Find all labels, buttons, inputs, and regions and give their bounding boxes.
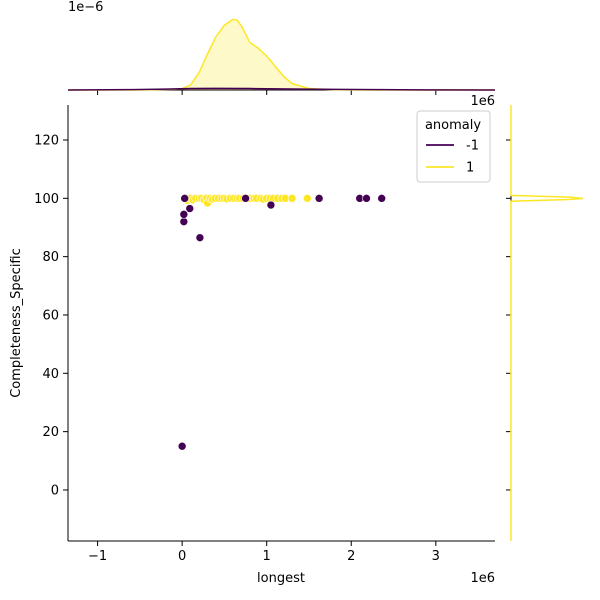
scatter-point: [362, 194, 371, 203]
scatter-point: [177, 441, 187, 451]
scatter-point: [179, 210, 189, 219]
x-axis-label: longest: [257, 571, 305, 586]
y-tick-label: 120: [34, 133, 59, 148]
scatter-point: [287, 194, 297, 203]
right-marginal-offset-label: 1e6: [470, 94, 495, 109]
y-tick-label: 60: [42, 308, 59, 323]
y-tick-label: 0: [51, 483, 59, 498]
legend: anomaly -1 1: [416, 110, 491, 183]
top-marginal-density-line: [68, 18, 495, 91]
x-tick-label: 3: [432, 549, 440, 564]
x-tick-label: −1: [88, 549, 107, 564]
top-marginal-density-line: [67, 87, 496, 91]
legend-entry-label: -1: [466, 139, 479, 154]
scatter-point: [195, 233, 205, 242]
scatter-point: [185, 204, 195, 213]
scatter-point: [266, 200, 276, 210]
scatter-point: [377, 194, 386, 203]
top-marginal-density-fill: [68, 19, 495, 90]
legend-frame: [416, 110, 491, 183]
top-marginal-plot: [67, 18, 496, 95]
x-tick-label: 2: [347, 549, 355, 564]
right-marginal-plot: [506, 105, 584, 541]
y-tick-label: 20: [42, 425, 59, 440]
x-tick-label: 1: [263, 549, 271, 564]
legend-entry-label: 1: [466, 161, 474, 176]
scatter-point: [241, 194, 250, 203]
y-tick-label: 40: [42, 367, 59, 382]
right-marginal-density-line: [510, 105, 584, 541]
main-scatter-plot: −1 0 1 2 3 0 20 40 60 80 100 120: [34, 105, 495, 564]
x-offset-label: 1e6: [470, 571, 495, 586]
scatter-point: [314, 194, 324, 203]
scatter-point: [179, 217, 189, 226]
legend-title: anomaly: [425, 118, 481, 133]
scatter-point: [180, 194, 189, 203]
top-marginal-offset-label: 1e−6: [68, 0, 103, 15]
y-axis-label: Completeness_Specific: [9, 248, 24, 398]
x-tick-label: 0: [178, 549, 186, 564]
y-tick-label: 100: [34, 192, 59, 207]
y-tick-label: 80: [42, 250, 59, 265]
scatter-point: [302, 194, 312, 203]
